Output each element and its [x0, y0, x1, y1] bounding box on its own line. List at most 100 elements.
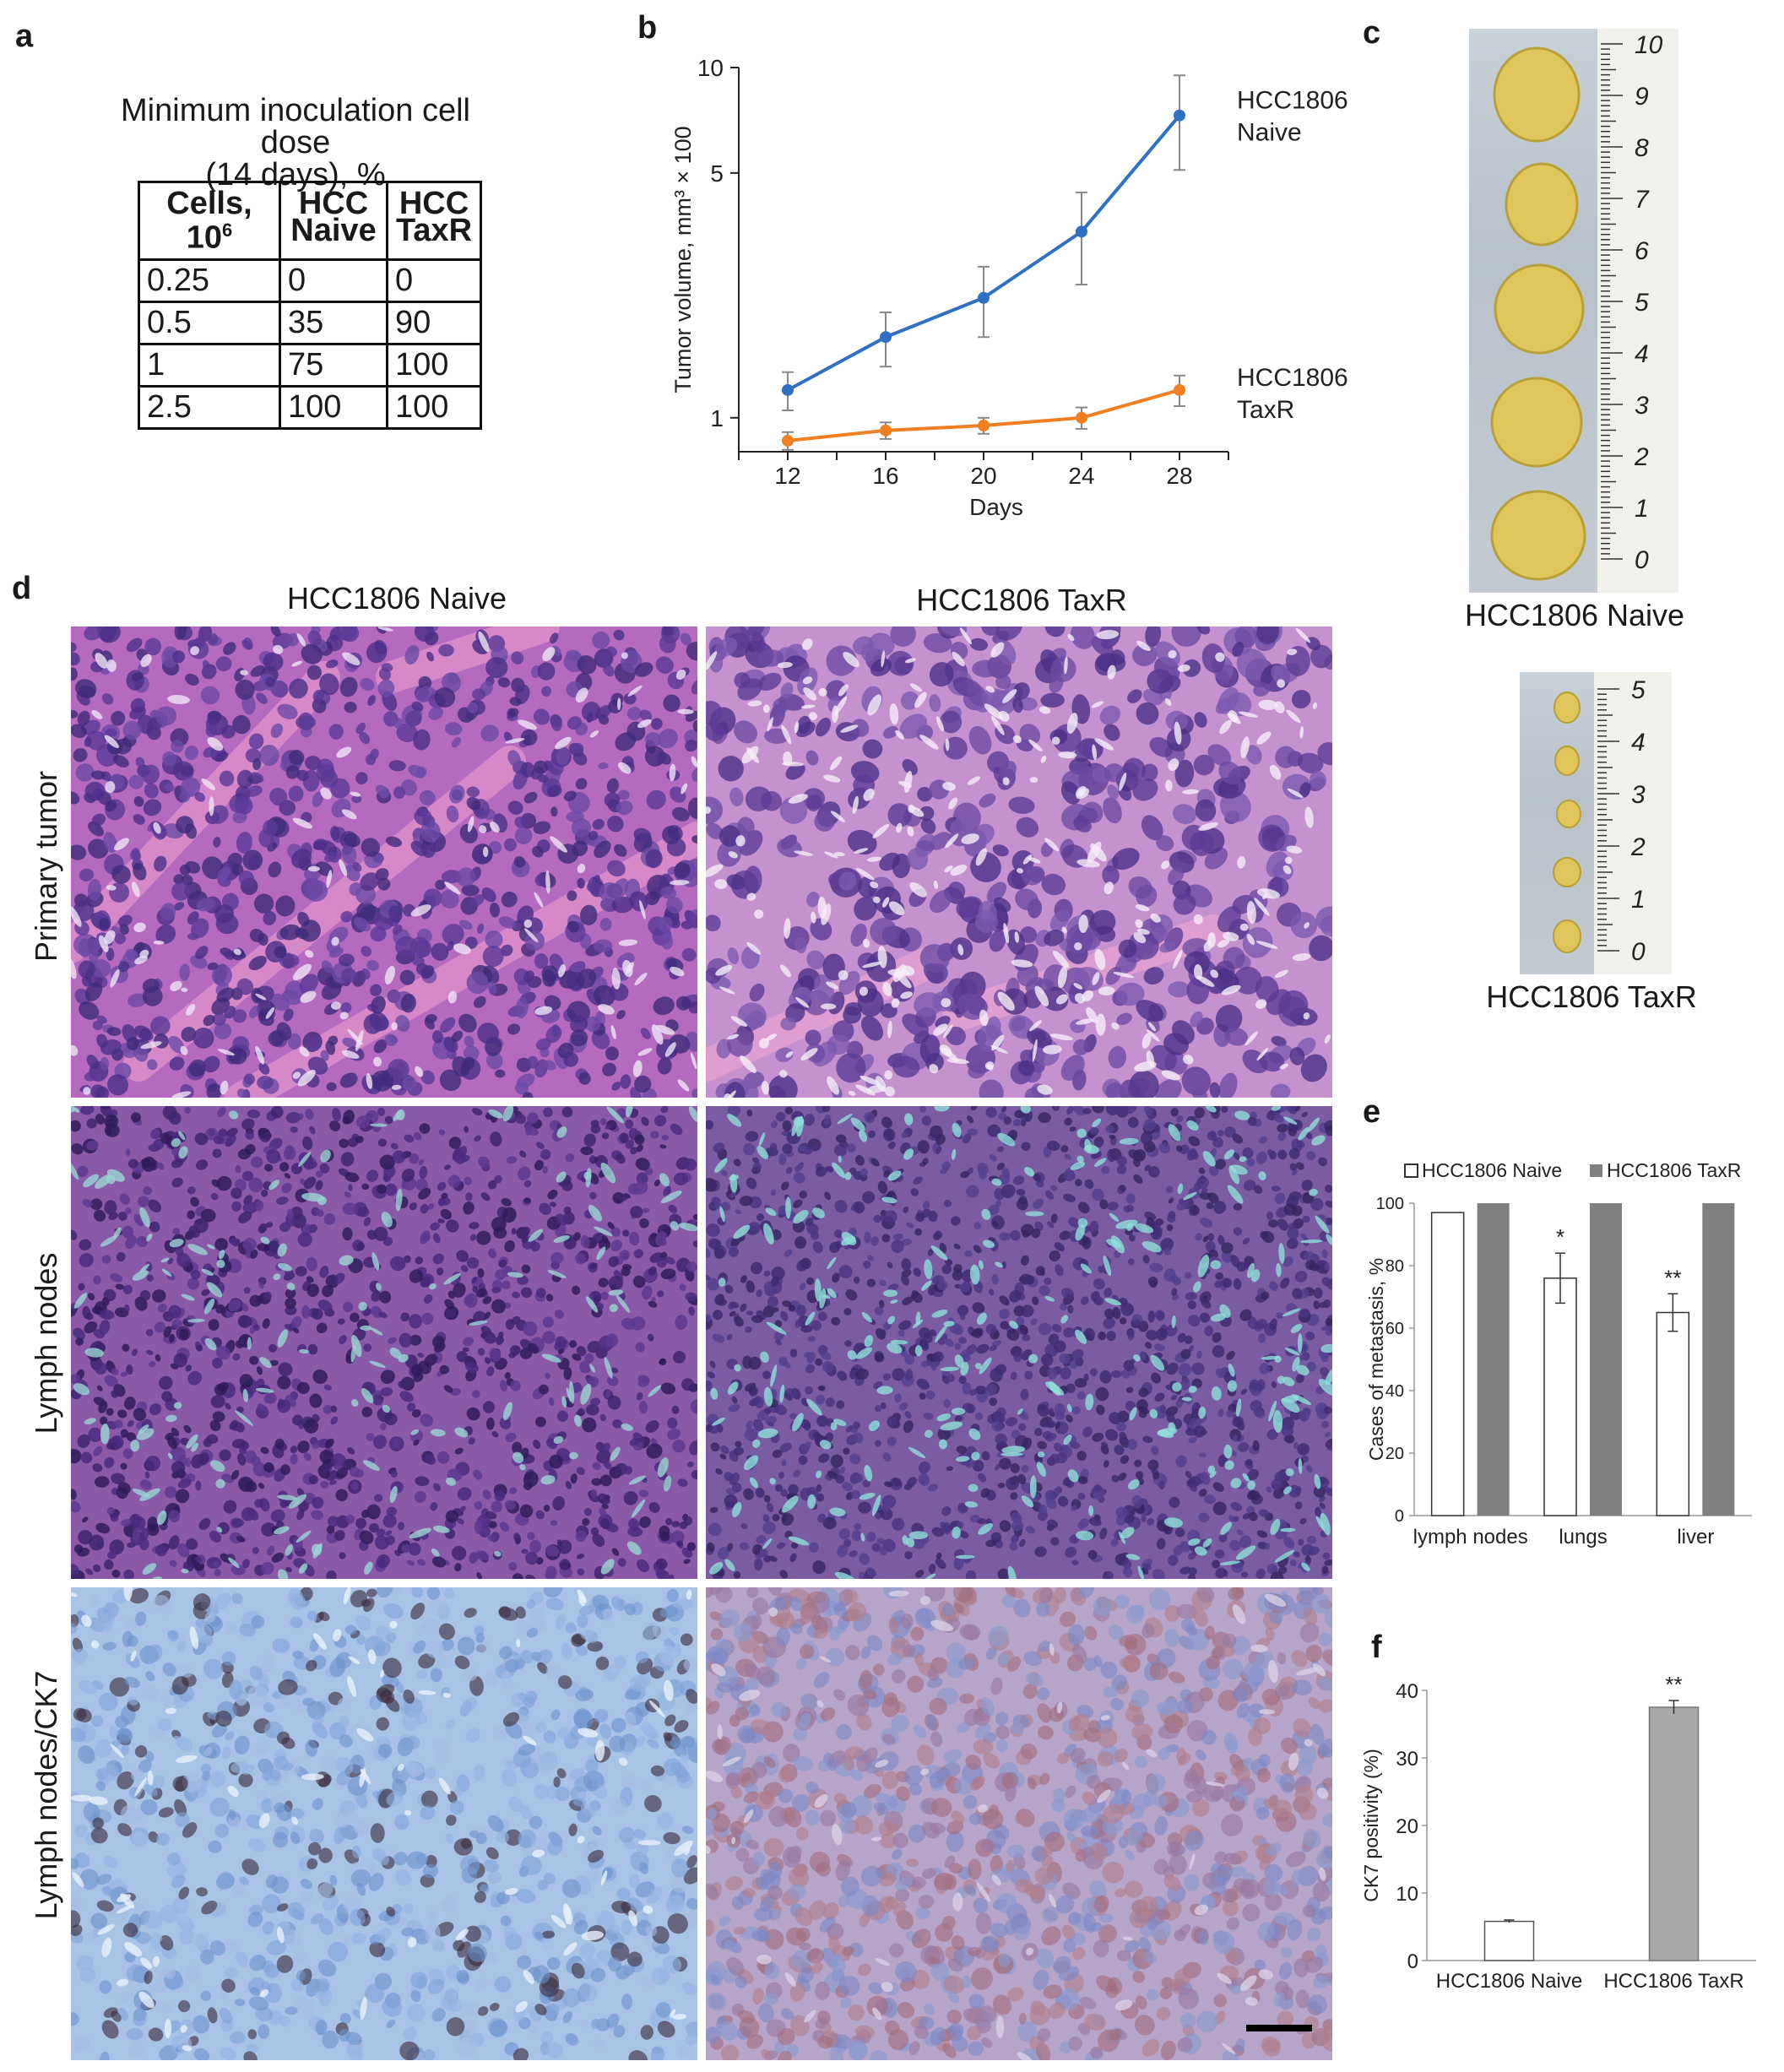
cell-nucleus: [927, 1248, 934, 1256]
cell-nucleus: [114, 738, 133, 755]
cell-nucleus: [1095, 1386, 1109, 1402]
cell-nucleus: [646, 789, 666, 810]
cell-nucleus: [289, 749, 305, 766]
cell-nucleus: [161, 1391, 173, 1402]
cell-nucleus: [345, 1514, 355, 1524]
cell-nucleus: [499, 1418, 512, 1429]
cell-nucleus: [1082, 801, 1103, 823]
cell-nucleus: [87, 878, 101, 901]
cell-nucleus: [959, 1311, 966, 1321]
tissue-gap: [1074, 942, 1082, 951]
cell-nucleus: [511, 651, 524, 664]
cell-nucleus: [545, 1294, 554, 1302]
cell-nucleus: [258, 828, 274, 848]
cell-nucleus: [629, 1231, 640, 1246]
cell-nucleus: [304, 880, 328, 902]
cell-nucleus: [1310, 770, 1327, 789]
cell-nucleus: [92, 1020, 104, 1031]
cell-nucleus: [781, 1181, 789, 1191]
cell-nucleus: [665, 1518, 673, 1526]
cell-nucleus: [271, 1552, 285, 1563]
cell-nucleus: [275, 895, 296, 917]
cell-nucleus: [1226, 692, 1252, 717]
cell-nucleus: [452, 1056, 470, 1077]
tissue-gap: [811, 911, 816, 924]
cell-nucleus: [831, 1316, 841, 1326]
cell-nucleus: [236, 769, 253, 789]
cell-nucleus: [212, 1357, 223, 1369]
cell-nucleus: [707, 1277, 719, 1291]
cell-nucleus: [201, 1289, 210, 1296]
x-tick-label: 12: [774, 463, 800, 489]
cell-nucleus: [746, 1109, 753, 1117]
cell-nucleus: [970, 1514, 980, 1523]
cell-nucleus: [589, 1191, 597, 1200]
cell-nucleus: [603, 664, 615, 677]
cell-nucleus: [515, 996, 529, 1019]
cell-nucleus: [610, 1227, 621, 1237]
tissue-gap: [106, 1174, 116, 1185]
cell-nucleus: [246, 785, 263, 797]
cell-nucleus: [543, 1060, 556, 1071]
cell-nucleus: [462, 1347, 470, 1353]
cell-nucleus: [1320, 1367, 1330, 1376]
cell-nucleus: [724, 1494, 738, 1508]
cell-nucleus: [1114, 1445, 1125, 1456]
cell-nucleus: [344, 833, 361, 848]
cell-nucleus: [356, 902, 377, 922]
cell-nucleus: [798, 1145, 808, 1153]
tissue-gap: [299, 1046, 310, 1057]
cell-nucleus: [570, 1015, 588, 1033]
cell-nucleus: [270, 1106, 284, 1119]
cell-nucleus: [1112, 1307, 1121, 1320]
cell-nucleus: [378, 667, 391, 681]
tissue-gap: [393, 1110, 402, 1121]
cell-nucleus: [375, 868, 389, 881]
tissue-gap: [1286, 709, 1301, 724]
tissue-gap: [626, 1106, 633, 1118]
tissue-gap: [235, 1410, 253, 1426]
cell-nucleus: [1077, 1201, 1090, 1214]
cell-nucleus: [305, 1108, 314, 1120]
cell-nucleus: [752, 1543, 762, 1555]
cell-nucleus: [279, 1162, 290, 1172]
cell-nucleus: [475, 1288, 487, 1298]
cell-nucleus: [247, 1508, 259, 1521]
tissue-gap: [1196, 975, 1215, 987]
cell-nucleus: [527, 1532, 535, 1541]
cell-nucleus: [824, 1118, 830, 1125]
tissue-gap: [447, 990, 458, 1004]
cell-nucleus: [570, 1473, 577, 1484]
cell-nucleus: [1033, 1173, 1041, 1181]
cell-nucleus: [491, 1500, 502, 1513]
cell-nucleus: [1212, 1332, 1222, 1343]
cell-nucleus: [580, 1146, 594, 1155]
tissue-gap: [941, 997, 952, 1008]
tissue-gap: [1223, 931, 1239, 941]
tissue-gap: [186, 1434, 198, 1449]
cell-nucleus: [141, 764, 160, 784]
cell-nucleus: [1006, 1329, 1020, 1341]
cell-nucleus: [1003, 1232, 1011, 1240]
header-cells-line1: Cells,: [166, 186, 252, 221]
cell-nucleus: [995, 674, 1011, 690]
tissue-gap: [727, 1033, 740, 1040]
cell-nucleus: [622, 1229, 630, 1237]
cell-nucleus: [1234, 966, 1262, 995]
cell-nucleus: [291, 849, 312, 869]
cell-nucleus: [834, 1240, 843, 1249]
cell-nucleus: [104, 1456, 115, 1468]
cell-nucleus: [617, 789, 630, 800]
cell-nucleus: [354, 917, 371, 932]
cell-nucleus: [1012, 697, 1023, 713]
cell-nucleus: [1142, 1435, 1153, 1443]
cell-nucleus: [1184, 1272, 1192, 1279]
cell-nucleus: [411, 701, 424, 712]
cell-nucleus: [655, 1231, 667, 1246]
tissue-gap: [113, 1227, 122, 1239]
cell-nucleus: [85, 1312, 94, 1321]
cell-nucleus: [269, 1137, 283, 1150]
cell-nucleus: [321, 982, 342, 1001]
tissue-gap: [233, 948, 241, 956]
tissue-gap: [255, 993, 267, 1001]
